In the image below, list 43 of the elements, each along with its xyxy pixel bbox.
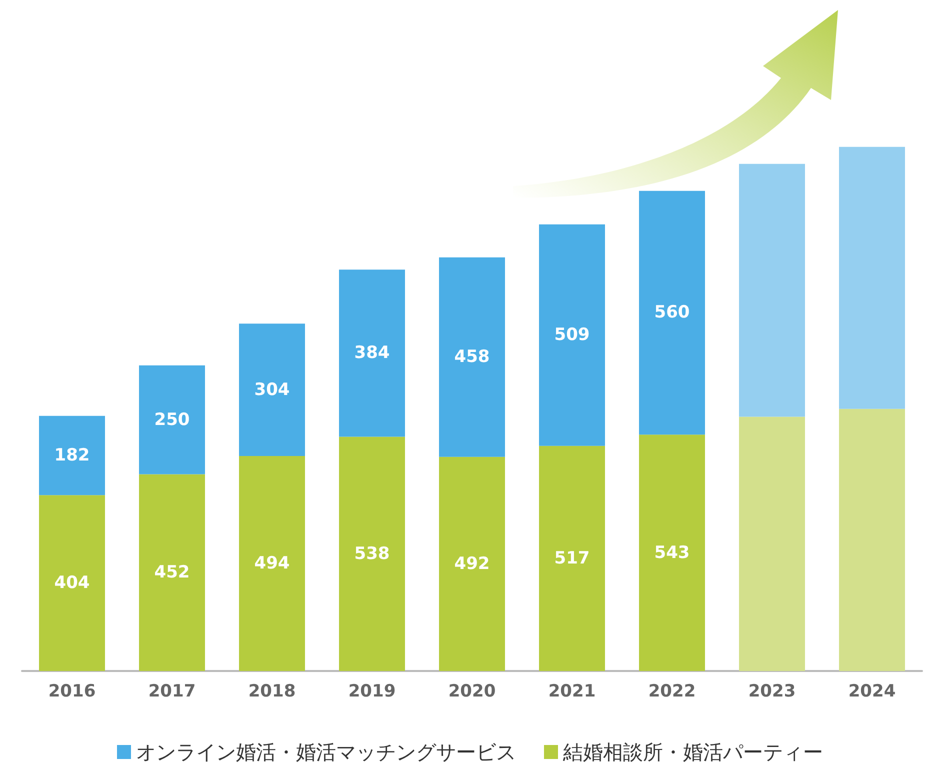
x-tick-label: 2023 — [748, 682, 796, 702]
data-label: 560 — [654, 302, 690, 323]
bar — [639, 434, 705, 671]
data-label: 494 — [254, 553, 290, 574]
bar — [539, 446, 605, 671]
x-tick-label: 2019 — [348, 682, 396, 702]
data-label: 492 — [454, 554, 490, 574]
data-label: 543 — [654, 542, 690, 563]
bar — [539, 224, 605, 446]
x-tick-label: 2016 — [48, 682, 96, 702]
bar — [839, 146, 905, 409]
legend-label: オンライン婚活・婚活マッチングサービス — [136, 740, 516, 764]
bar — [339, 436, 405, 671]
data-label: 452 — [154, 562, 190, 583]
data-label: 182 — [54, 446, 90, 466]
bar — [239, 324, 305, 456]
data-label: 538 — [354, 544, 390, 564]
bar — [139, 474, 205, 671]
legend-label: 結婚相談所・婚活パーティー — [562, 740, 823, 764]
data-label: 304 — [254, 380, 290, 400]
bar — [439, 257, 505, 457]
bar — [739, 416, 805, 671]
bar — [39, 495, 105, 671]
data-label: 250 — [154, 410, 190, 430]
data-label: 458 — [454, 347, 490, 368]
x-tick-label: 2017 — [148, 682, 196, 702]
data-label: 384 — [354, 343, 390, 364]
bar — [39, 416, 105, 496]
bar — [439, 456, 505, 671]
data-label: 509 — [554, 325, 590, 346]
bar — [339, 270, 405, 437]
bar — [139, 365, 205, 474]
bar — [239, 456, 305, 671]
data-label: 404 — [54, 573, 90, 594]
bar — [739, 164, 805, 417]
x-tick-label: 2022 — [648, 682, 696, 702]
bar — [639, 190, 705, 435]
x-tick-label: 2021 — [548, 682, 596, 702]
x-tick-label: 2020 — [448, 682, 496, 702]
bar — [839, 408, 905, 671]
x-tick-label: 2024 — [848, 682, 896, 702]
x-tick-label: 2018 — [248, 682, 296, 702]
data-label: 517 — [554, 548, 590, 568]
